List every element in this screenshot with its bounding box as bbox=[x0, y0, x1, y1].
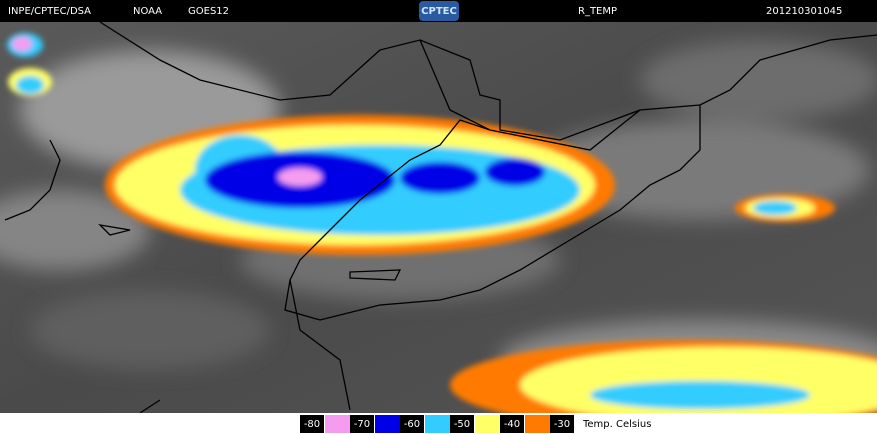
legend-swatch bbox=[375, 415, 400, 433]
legend-label-box bbox=[300, 415, 324, 433]
legend-swatch bbox=[325, 415, 350, 433]
legend-swatch bbox=[475, 415, 500, 433]
logo: CPTEC bbox=[421, 6, 457, 17]
legend-label-box bbox=[450, 415, 474, 433]
legend-swatch bbox=[425, 415, 450, 433]
logo-badge bbox=[419, 1, 459, 21]
legend-label: -70 bbox=[354, 419, 370, 430]
source: NOAA bbox=[133, 6, 162, 17]
legend-label-box bbox=[400, 415, 424, 433]
legend-label: -80 bbox=[304, 419, 320, 430]
legend-label-box bbox=[500, 415, 524, 433]
cold-cloud-tops bbox=[7, 33, 877, 430]
legend-label: -60 bbox=[404, 419, 420, 430]
legend-label-box bbox=[550, 415, 574, 433]
legend-label: -50 bbox=[454, 419, 470, 430]
legend-title: Temp. Celsius bbox=[582, 419, 651, 430]
legend-label-box bbox=[350, 415, 374, 433]
legend-swatch bbox=[525, 415, 550, 433]
boundaries bbox=[4, 21, 877, 414]
legend-label: -40 bbox=[504, 419, 520, 430]
product: R_TEMP bbox=[578, 6, 617, 17]
satellite: GOES12 bbox=[188, 6, 229, 17]
agency: INPE/CPTEC/DSA bbox=[8, 6, 91, 17]
legend-label: -30 bbox=[554, 419, 570, 430]
timestamp: 201210301045 bbox=[766, 6, 842, 17]
